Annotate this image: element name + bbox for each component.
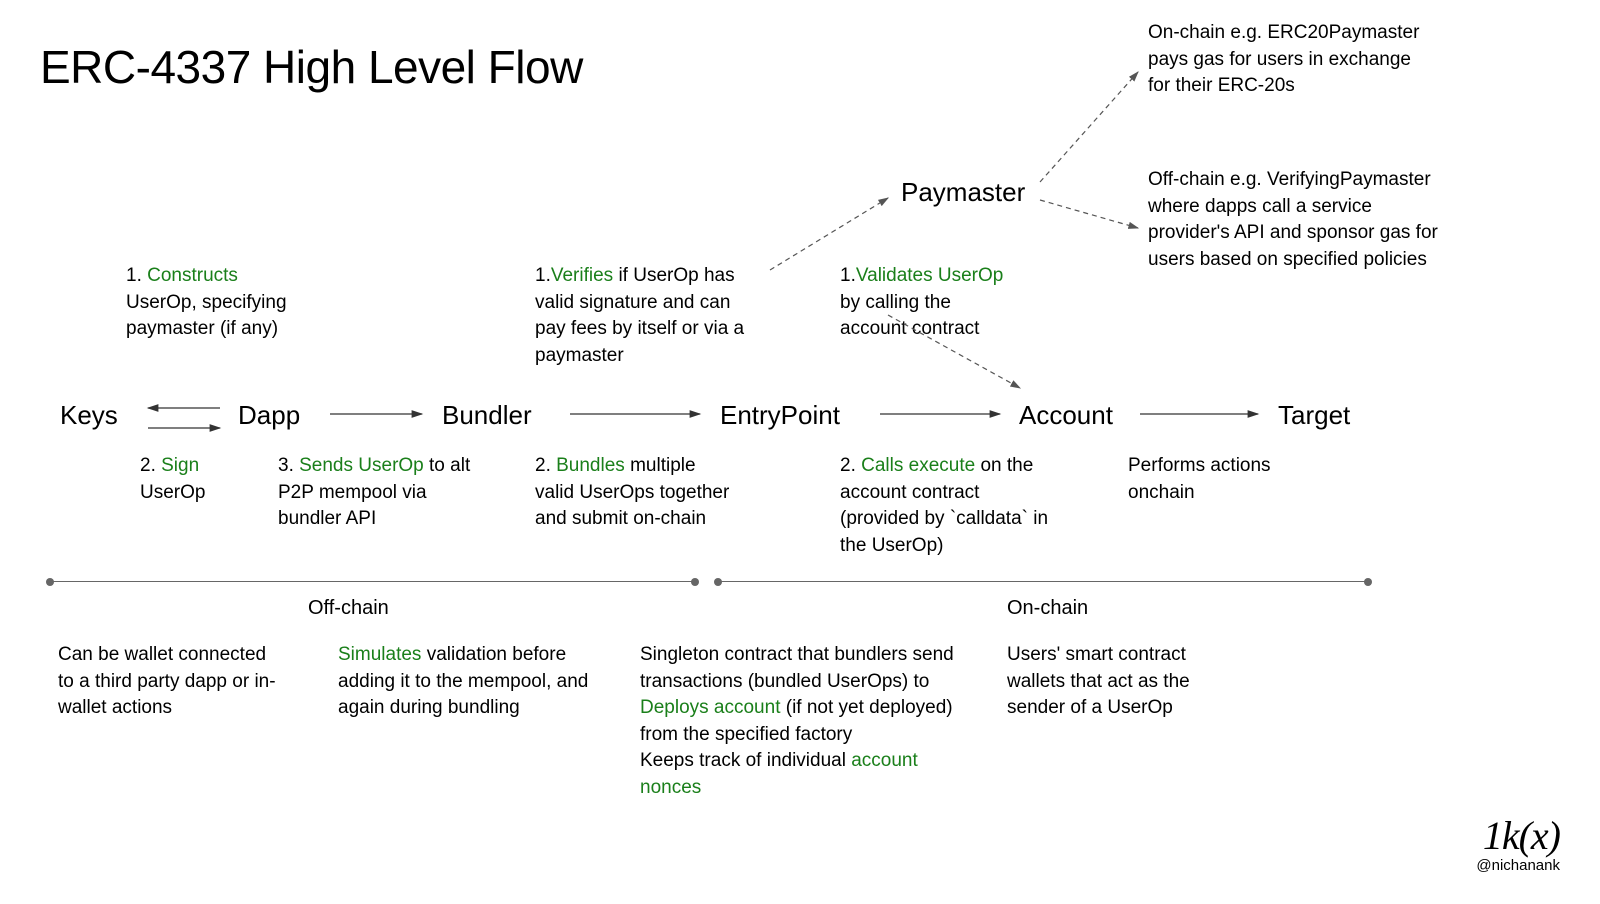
desc-onchain-1: Singleton contract that bundlers send tr… (640, 642, 975, 802)
logo: 1k(x) @nichanank (1476, 812, 1560, 874)
desc-onchain-2: Users' smart contract wallets that act a… (1007, 642, 1227, 722)
desc-keys-sign: 2. Sign UserOp (140, 453, 240, 506)
section-label-offchain: Off-chain (308, 597, 389, 620)
desc-paymaster-validates: 1.Validates UserOp by calling the accoun… (840, 263, 1020, 343)
node-dapp: Dapp (238, 400, 300, 431)
desc-offchain-1: Can be wallet connected to a third party… (58, 642, 278, 722)
section-label-onchain: On-chain (1007, 597, 1088, 620)
node-target: Target (1278, 400, 1350, 431)
section-line-onchain (718, 581, 1368, 582)
desc-paymaster-onchain: On-chain e.g. ERC20Paymaster pays gas fo… (1148, 20, 1438, 100)
desc-offchain-2: Simulates validation before adding it to… (338, 642, 598, 722)
desc-dapp-constructs: 1. Constructs UserOp, specifying paymast… (126, 263, 306, 343)
desc-paymaster-offchain: Off-chain e.g. VerifyingPaymaster where … (1148, 167, 1448, 273)
node-bundler: Bundler (442, 400, 532, 431)
logo-main: 1k(x) (1476, 812, 1560, 859)
node-keys: Keys (60, 400, 118, 431)
node-entrypoint: EntryPoint (720, 400, 840, 431)
page-title: ERC-4337 High Level Flow (40, 40, 583, 94)
desc-entrypoint-verifies: 1.Verifies if UserOp has valid signature… (535, 263, 765, 369)
section-line-offchain (50, 581, 695, 582)
desc-bundler-bundles: 2. Bundles multiple valid UserOps togeth… (535, 453, 735, 533)
node-paymaster: Paymaster (901, 177, 1025, 208)
desc-target-performs: Performs actions onchain (1128, 453, 1308, 506)
desc-entrypoint-calls: 2. Calls execute on the account contract… (840, 453, 1060, 559)
logo-handle: @nichanank (1476, 857, 1560, 874)
node-account: Account (1019, 400, 1113, 431)
desc-dapp-sends: 3. Sends UserOp to alt P2P mempool via b… (278, 453, 488, 533)
